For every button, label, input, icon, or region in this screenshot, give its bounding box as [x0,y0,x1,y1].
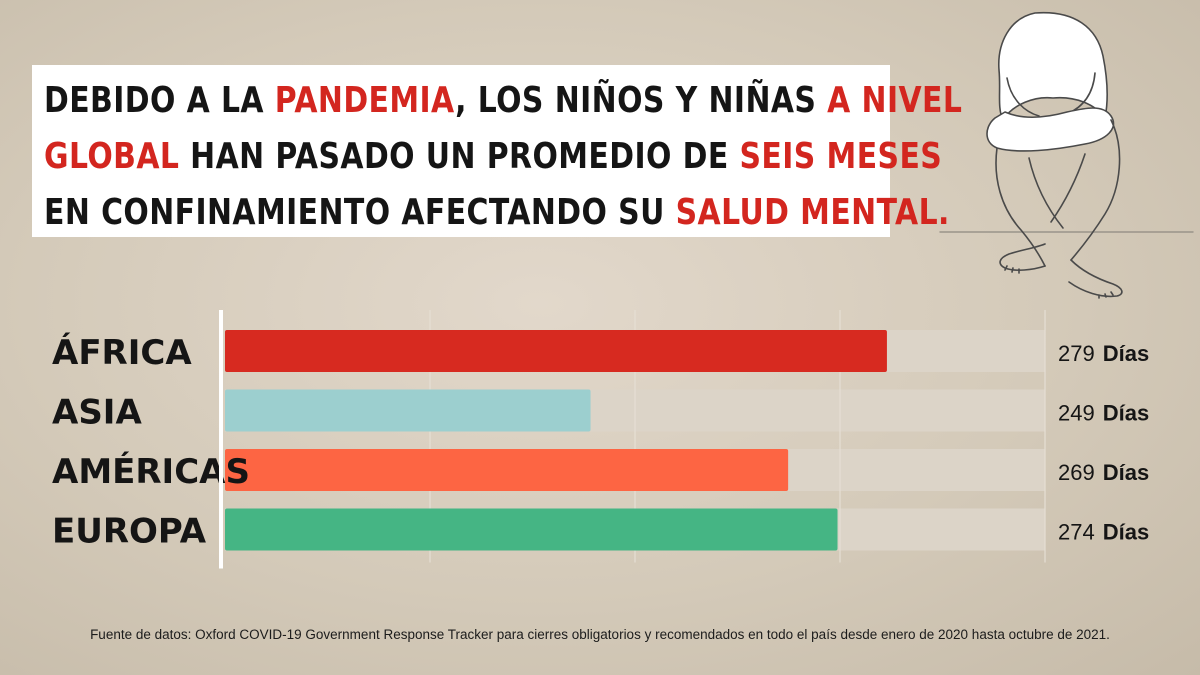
value-label: 249 Días [1058,401,1149,426]
headline-highlight: GLOBAL [44,136,180,177]
headline-line: DEBIDO A LA PANDEMIA, LOS NIÑOS Y NIÑAS … [44,73,962,129]
source-note: Fuente de datos: Oxford COVID-19 Governm… [90,627,1110,642]
value-unit: Días [1103,520,1149,545]
bar [225,330,887,372]
bar [225,449,789,491]
sitting-child-illustration-icon [939,11,1194,299]
category-label: EUROPA [52,512,207,552]
headline-highlight: PANDEMIA [274,80,456,121]
headline-highlight: A NIVEL [827,80,963,121]
bar [225,508,838,551]
headline-highlight: SEIS MESES [739,136,943,177]
category-label: AMÉRICAS [52,451,250,492]
headline-box: DEBIDO A LA PANDEMIA, LOS NIÑOS Y NIÑAS … [32,65,962,237]
category-label: ASIA [52,393,142,433]
category-label: ÁFRICA [52,332,192,373]
value-label: 269 Días [1058,460,1149,485]
value-number: 279 [1058,341,1095,366]
headline-highlight: SALUD MENTAL. [675,192,950,233]
value-label: 274 Días [1058,520,1149,545]
headline-line: GLOBAL HAN PASADO UN PROMEDIO DE SEIS ME… [44,129,942,185]
value-unit: Días [1103,460,1149,485]
value-unit: Días [1103,401,1149,426]
headline-line: EN CONFINAMIENTO AFECTANDO SU SALUD MENT… [44,185,949,241]
value-label: 279 Días [1058,341,1149,366]
value-unit: Días [1103,341,1149,366]
value-number: 249 [1058,401,1095,426]
bar [225,389,591,432]
headline: DEBIDO A LA PANDEMIA, LOS NIÑOS Y NIÑAS … [44,73,962,241]
headline-text: HAN PASADO UN PROMEDIO DE [179,136,740,177]
headline-text: DEBIDO A LA [44,80,275,121]
value-number: 274 [1058,520,1095,545]
headline-text: , LOS NIÑOS Y NIÑAS [455,80,828,121]
value-number: 269 [1058,460,1095,485]
headline-text: EN CONFINAMIENTO AFECTANDO SU [44,192,676,233]
